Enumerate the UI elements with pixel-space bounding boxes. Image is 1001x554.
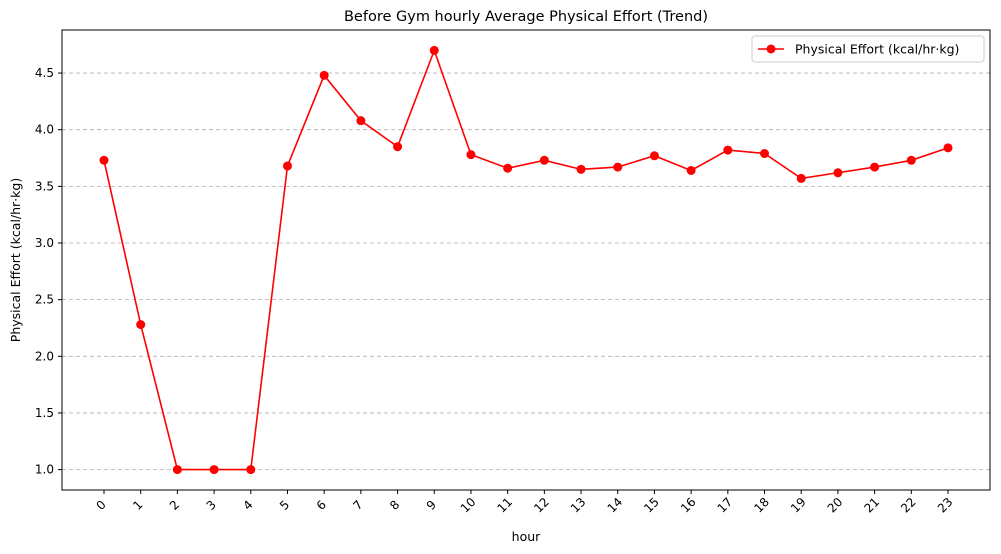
data-point (503, 163, 513, 173)
data-point (539, 155, 549, 165)
y-tick-label: 4.0 (35, 123, 54, 137)
series-line (103, 48, 949, 471)
legend-marker-swatch (766, 44, 776, 54)
y-axis: 1.0 1.5 2.0 2.5 3.0 3.5 4.0 4.5 (35, 66, 62, 477)
legend: Physical Effort (kcal/hr·kg) (751, 35, 985, 63)
x-tick-label: 8 (387, 498, 402, 513)
x-tick-label: 14 (605, 495, 626, 516)
data-point (99, 155, 109, 165)
data-point (943, 143, 953, 153)
data-point (760, 148, 770, 158)
x-tick-label: 7 (350, 498, 365, 513)
x-axis-label: hour (512, 529, 541, 544)
x-tick-label: 5 (277, 498, 292, 513)
x-tick-label: 3 (204, 498, 219, 513)
data-point (136, 320, 146, 330)
x-tick-label: 17 (715, 495, 736, 516)
data-point (833, 168, 843, 178)
data-point (429, 45, 439, 55)
data-point (466, 150, 476, 160)
x-tick-label: 15 (641, 495, 662, 516)
data-point (796, 173, 806, 183)
x-tick-label: 18 (751, 495, 772, 516)
x-tick-label: 12 (531, 495, 552, 516)
x-tick-label: 20 (825, 495, 846, 516)
x-tick-label: 23 (935, 495, 956, 516)
data-point (723, 145, 733, 155)
y-tick-label: 4.5 (35, 66, 54, 80)
x-tick-label: 2 (167, 498, 182, 513)
x-tick-label: 16 (678, 495, 699, 516)
data-point (686, 165, 696, 175)
x-tick-label: 9 (424, 498, 439, 513)
data-point (613, 162, 623, 172)
y-tick-label: 2.0 (35, 349, 54, 363)
data-point (393, 142, 403, 152)
legend-box (751, 35, 985, 63)
x-tick-label: 4 (240, 498, 255, 513)
data-point (172, 465, 182, 475)
x-tick-label: 0 (94, 498, 109, 513)
x-tick-label: 19 (788, 495, 809, 516)
data-point (282, 161, 292, 171)
data-point (649, 151, 659, 161)
data-point (319, 70, 329, 80)
y-tick-label: 3.0 (35, 236, 54, 250)
data-point (246, 465, 256, 475)
x-tick-label: 13 (568, 495, 589, 516)
data-point (576, 164, 586, 174)
chart-title: Before Gym hourly Average Physical Effor… (344, 9, 708, 25)
x-tick-label: 11 (494, 495, 515, 516)
x-tick-label: 21 (861, 495, 882, 516)
plot-frame (61, 29, 991, 491)
data-point (870, 162, 880, 172)
y-tick-label: 1.5 (35, 406, 54, 420)
grid-layer (62, 72, 990, 471)
y-tick-label: 2.5 (35, 293, 54, 307)
x-tick-label: 1 (130, 498, 145, 513)
legend-entry: Physical Effort (kcal/hr·kg) (795, 42, 959, 57)
x-axis: 0 1 2 3 4 5 6 7 8 9 10 11 12 13 14 15 16 17 18 19 20 21 22 23 (94, 490, 956, 516)
series-layer (99, 45, 953, 475)
y-tick-label: 1.0 (35, 463, 54, 477)
x-tick-label: 6 (314, 498, 329, 513)
y-axis-label: Physical Effort (kcal/hr·kg) (8, 178, 23, 342)
x-tick-label: 22 (898, 495, 919, 516)
data-point (209, 465, 219, 475)
data-point (356, 116, 366, 126)
x-tick-label: 10 (458, 495, 479, 516)
y-tick-label: 3.5 (35, 179, 54, 193)
data-point (906, 155, 916, 165)
